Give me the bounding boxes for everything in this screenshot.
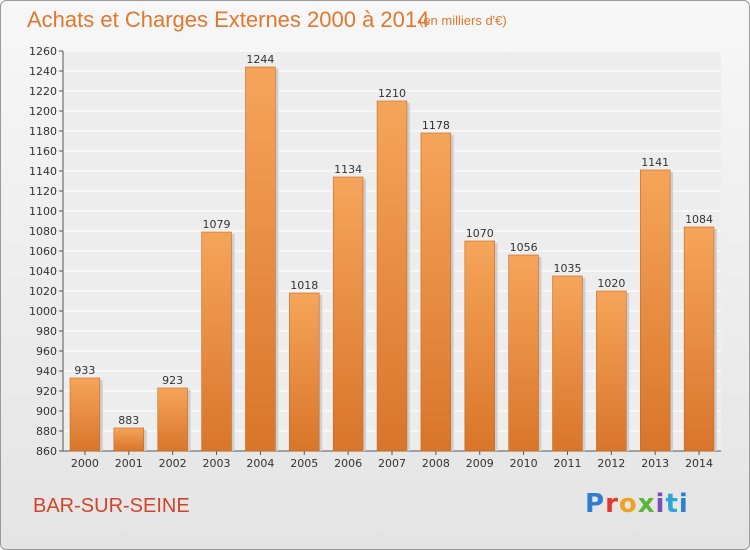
logo-letter: t <box>665 489 679 519</box>
x-tick-label: 2005 <box>290 457 318 470</box>
bar-2000 <box>69 377 101 452</box>
bar-2002 <box>157 387 188 452</box>
bar-2001 <box>113 427 145 452</box>
y-tick-label: 1140 <box>29 165 57 178</box>
bar-value-label: 1178 <box>422 119 450 132</box>
logo-letter: P <box>585 489 606 519</box>
x-tick-label: 2001 <box>115 457 143 470</box>
x-tick-label: 2008 <box>422 457 450 470</box>
y-tick-label: 980 <box>36 325 57 338</box>
y-tick-label: 960 <box>36 345 57 358</box>
logo-letter: i <box>678 489 689 519</box>
bar-value-label: 1056 <box>510 241 538 254</box>
x-tick-label: 2003 <box>203 457 231 470</box>
y-tick-label: 1020 <box>29 285 57 298</box>
bar-layer <box>69 66 717 452</box>
y-tick-label: 1080 <box>29 225 57 238</box>
x-tick-label: 2012 <box>597 457 625 470</box>
proxiti-logo: Proxiti <box>585 489 689 519</box>
x-tick-label: 2010 <box>510 457 538 470</box>
bar-value-label: 1018 <box>290 279 318 292</box>
bar-2012 <box>596 290 627 452</box>
x-tick-label: 2009 <box>466 457 494 470</box>
bar-value-label: 1210 <box>378 87 406 100</box>
bar-value-label: 1020 <box>597 277 625 290</box>
bar-2005 <box>289 292 320 452</box>
y-tick-label: 1200 <box>29 105 57 118</box>
bar-value-label: 1035 <box>553 262 581 275</box>
bar-value-label: 883 <box>118 414 139 427</box>
chart-subtitle: (en milliers d'€) <box>419 13 507 28</box>
bar-2014 <box>683 226 715 452</box>
y-tick-label: 1100 <box>29 205 57 218</box>
y-tick-label: 880 <box>36 425 57 438</box>
y-tick-label: 1040 <box>29 265 57 278</box>
y-tick-label: 1160 <box>29 145 57 158</box>
y-tick-label: 1220 <box>29 85 57 98</box>
x-tick-label: 2007 <box>378 457 406 470</box>
city-name: BAR-SUR-SEINE <box>33 495 190 517</box>
bar-2006 <box>332 176 364 452</box>
bar-2003 <box>201 231 232 452</box>
y-tick-label: 1120 <box>29 185 57 198</box>
y-tick-label: 940 <box>36 365 57 378</box>
y-tick-label: 1240 <box>29 65 57 78</box>
x-tick-label: 2000 <box>71 457 99 470</box>
bar-2009 <box>464 240 495 452</box>
y-tick-label: 1000 <box>29 305 57 318</box>
bar-2007 <box>376 100 408 452</box>
label-layer: 933 883 923 1079 1244 1018 1134 1210 1178 1070 105… <box>74 53 713 427</box>
logo-letter: i <box>655 489 666 519</box>
bar-value-label: 1244 <box>246 53 274 66</box>
x-tick-label: 2002 <box>159 457 187 470</box>
bar-value-label: 1079 <box>203 218 231 231</box>
bar-2011 <box>552 275 583 452</box>
y-tick-label: 1180 <box>29 125 57 138</box>
y-tick-label: 1060 <box>29 245 57 258</box>
bar-value-label: 923 <box>162 374 183 387</box>
bar-2013 <box>639 169 671 452</box>
chart-title: Achats et Charges Externes 2000 à 2014 <box>27 7 430 32</box>
bar-2008 <box>420 132 452 452</box>
y-tick-label: 920 <box>36 385 57 398</box>
bar-value-label: 1070 <box>466 227 494 240</box>
bar-2010 <box>508 254 539 452</box>
x-tick-label: 2013 <box>641 457 669 470</box>
logo-letter: o <box>618 489 638 519</box>
axis-layer: 860 880 900 920 940 960 980 1000 1020 1040 1060 108… <box>29 45 721 470</box>
bar-value-label: 933 <box>74 364 95 377</box>
x-tick-label: 2014 <box>685 457 713 470</box>
x-tick-label: 2011 <box>553 457 581 470</box>
bar-2004 <box>245 66 276 452</box>
logo-letter: x <box>637 489 656 519</box>
x-tick-label: 2004 <box>246 457 274 470</box>
logo-letter: r <box>605 489 619 519</box>
y-tick-label: 900 <box>36 405 57 418</box>
bar-value-label: 1141 <box>641 156 669 169</box>
bar-value-label: 1134 <box>334 163 362 176</box>
x-tick-label: 2006 <box>334 457 362 470</box>
bar-value-label: 1084 <box>685 213 713 226</box>
y-tick-label: 860 <box>36 445 57 458</box>
y-tick-label: 1260 <box>29 45 57 58</box>
